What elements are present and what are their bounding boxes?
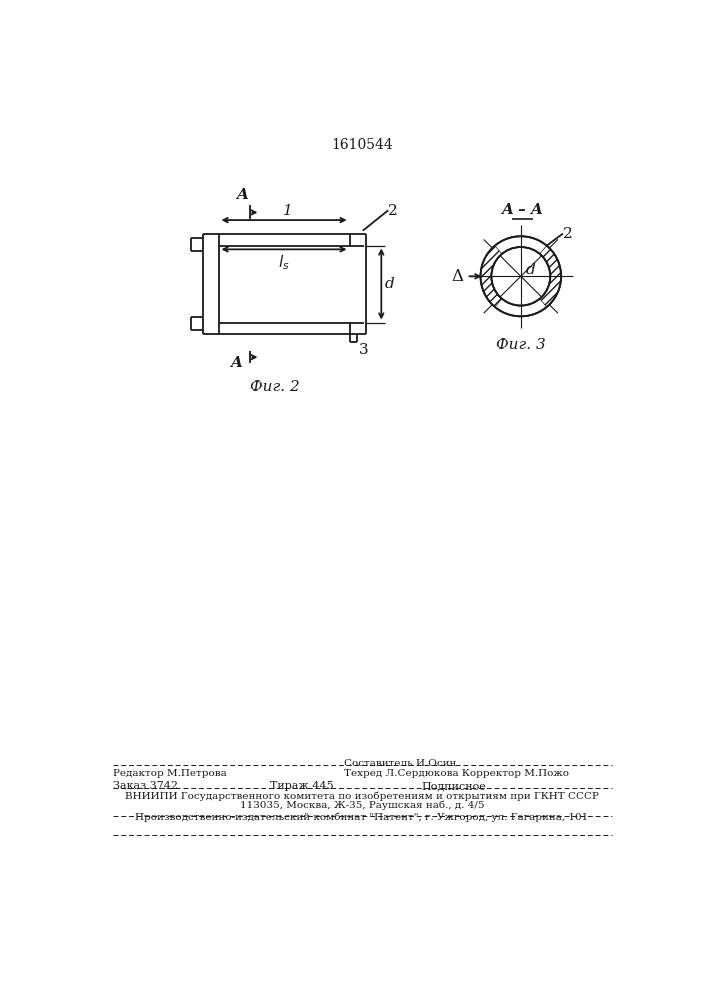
- Text: Фиг. 3: Фиг. 3: [496, 338, 546, 352]
- Text: A: A: [236, 188, 247, 202]
- Text: Редактор М.Петрова: Редактор М.Петрова: [113, 769, 227, 778]
- Text: Производственно-издательский комбинат "Патент", г. Ужгород, ул. Гагарина, 101: Производственно-издательский комбинат "П…: [135, 813, 588, 822]
- Text: 3: 3: [359, 343, 368, 357]
- Text: $l_s$: $l_s$: [279, 253, 290, 272]
- Text: A – A: A – A: [501, 203, 543, 217]
- Wedge shape: [539, 246, 561, 307]
- Text: 2: 2: [388, 204, 398, 218]
- Text: Тираж 445: Тираж 445: [271, 781, 334, 791]
- Text: 113035, Москва, Ж-35, Раушская наб., д. 4/5: 113035, Москва, Ж-35, Раушская наб., д. …: [240, 800, 484, 810]
- Text: A: A: [230, 356, 242, 370]
- Text: 1610544: 1610544: [331, 138, 393, 152]
- Text: Фиг. 2: Фиг. 2: [250, 380, 299, 394]
- Text: Составитель И.Осин: Составитель И.Осин: [344, 759, 457, 768]
- Wedge shape: [481, 246, 502, 307]
- Text: Δ: Δ: [452, 268, 464, 285]
- Text: Заказ 3742: Заказ 3742: [113, 781, 178, 791]
- Text: 1: 1: [283, 204, 293, 218]
- Text: Техред Л.Сердюкова Корректор М.Пожо: Техред Л.Сердюкова Корректор М.Пожо: [344, 769, 569, 778]
- Text: Подписное: Подписное: [421, 781, 486, 791]
- Text: d: d: [385, 277, 395, 291]
- Text: d: d: [525, 263, 535, 277]
- Text: ВНИИПИ Государственного комитета по изобретениям и открытиям при ГКНТ СССР: ВНИИПИ Государственного комитета по изоб…: [125, 791, 599, 801]
- Text: 2: 2: [563, 227, 573, 241]
